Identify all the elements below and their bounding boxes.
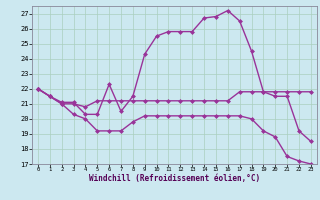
X-axis label: Windchill (Refroidissement éolien,°C): Windchill (Refroidissement éolien,°C) [89,174,260,183]
